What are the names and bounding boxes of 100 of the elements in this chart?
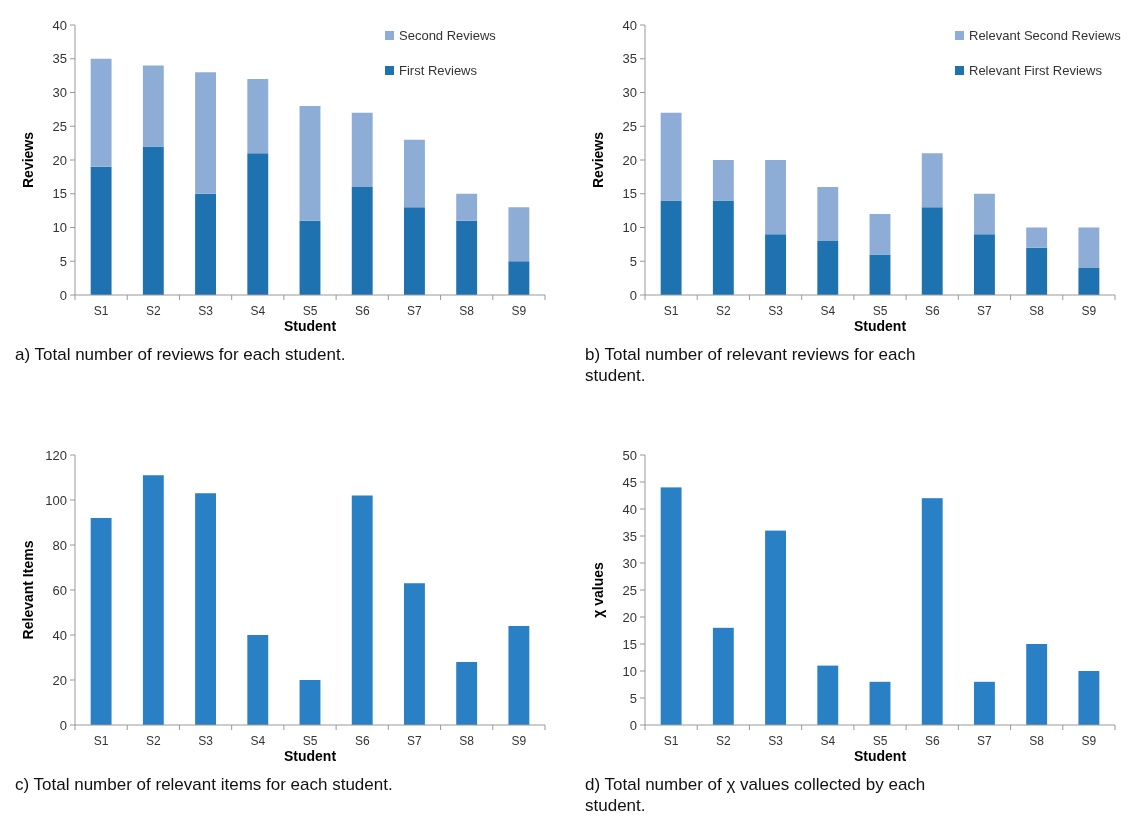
x-tick-label: S3 bbox=[768, 734, 784, 748]
bar bbox=[869, 254, 891, 295]
bar bbox=[508, 626, 530, 725]
bar bbox=[974, 234, 995, 295]
bar bbox=[1026, 644, 1048, 725]
legend-label: Second Reviews bbox=[399, 28, 497, 43]
y-tick-label: 15 bbox=[622, 636, 637, 652]
bar bbox=[1026, 227, 1048, 248]
bar bbox=[90, 518, 112, 725]
bar bbox=[1078, 268, 1100, 295]
bar bbox=[456, 220, 478, 295]
x-tick-label: S5 bbox=[872, 734, 888, 748]
bar bbox=[1078, 227, 1100, 268]
bar bbox=[456, 193, 478, 221]
x-tick-label: S3 bbox=[198, 734, 214, 748]
bar bbox=[404, 139, 425, 208]
x-tick-label: S6 bbox=[354, 304, 370, 318]
x-tick-label: S9 bbox=[1081, 304, 1097, 318]
bar bbox=[712, 160, 734, 201]
bar bbox=[299, 220, 321, 295]
y-tick-label: 10 bbox=[622, 663, 637, 679]
x-tick-label: S1 bbox=[663, 734, 679, 748]
bar bbox=[660, 112, 682, 201]
bar bbox=[712, 200, 734, 295]
x-tick-label: S6 bbox=[924, 304, 940, 318]
bar bbox=[921, 498, 943, 725]
y-tick-label: 60 bbox=[52, 582, 67, 598]
x-axis-title: Student bbox=[853, 748, 907, 764]
x-tick-label: S9 bbox=[511, 304, 527, 318]
bar bbox=[90, 166, 112, 295]
x-tick-label: S3 bbox=[768, 304, 784, 318]
y-tick-label: 20 bbox=[52, 672, 67, 688]
y-tick-label: 80 bbox=[52, 537, 67, 553]
y-tick-label: 0 bbox=[629, 717, 637, 733]
y-tick-label: 100 bbox=[45, 492, 67, 508]
bar bbox=[660, 487, 682, 725]
bar bbox=[660, 200, 682, 295]
x-tick-label: S1 bbox=[93, 304, 109, 318]
y-tick-label: 0 bbox=[629, 287, 637, 303]
bar bbox=[351, 187, 373, 295]
x-tick-label: S4 bbox=[820, 734, 836, 748]
y-tick-label: 15 bbox=[52, 186, 67, 202]
x-tick-label: S2 bbox=[715, 734, 731, 748]
x-tick-label: S8 bbox=[1029, 734, 1045, 748]
x-tick-label: S9 bbox=[1081, 734, 1097, 748]
x-tick-label: S6 bbox=[924, 734, 940, 748]
y-tick-label: 35 bbox=[52, 51, 67, 67]
y-tick-label: 40 bbox=[52, 627, 67, 643]
bar bbox=[765, 530, 786, 725]
bar bbox=[1026, 247, 1048, 295]
y-tick-label: 30 bbox=[622, 555, 637, 571]
x-tick-label: S2 bbox=[715, 304, 731, 318]
text: c) Total number of relevant items for each student. bbox=[15, 775, 393, 794]
x-tick-label: S4 bbox=[820, 304, 836, 318]
y-tick-label: 35 bbox=[622, 51, 637, 67]
bar bbox=[974, 193, 995, 235]
legend-label: First Reviews bbox=[399, 63, 478, 78]
bar bbox=[1078, 671, 1100, 725]
x-tick-label: S7 bbox=[977, 734, 993, 748]
bar bbox=[456, 662, 478, 725]
x-tick-label: S1 bbox=[663, 304, 679, 318]
text: d) Total number of χ values collected by each student. bbox=[585, 775, 926, 815]
x-tick-label: S8 bbox=[1029, 304, 1045, 318]
y-tick-label: 20 bbox=[52, 152, 67, 168]
bar bbox=[712, 627, 734, 725]
y-tick-label: 5 bbox=[629, 253, 637, 269]
x-tick-label: S1 bbox=[93, 734, 109, 748]
y-tick-label: 45 bbox=[622, 474, 637, 490]
bar bbox=[869, 214, 891, 255]
bar bbox=[817, 241, 839, 295]
x-tick-label: S4 bbox=[250, 304, 266, 318]
text: a) Total number of reviews for each student. bbox=[15, 345, 346, 364]
x-tick-label: S7 bbox=[407, 734, 423, 748]
y-tick-label: 40 bbox=[52, 17, 67, 33]
y-tick-label: 0 bbox=[59, 287, 67, 303]
text: b) Total number of relevant reviews for each student. bbox=[585, 345, 916, 385]
y-axis-title: Reviews bbox=[590, 131, 606, 189]
bar bbox=[195, 493, 216, 725]
bar bbox=[508, 207, 530, 262]
bar bbox=[921, 153, 943, 208]
x-tick-label: S5 bbox=[302, 734, 318, 748]
y-tick-label: 25 bbox=[622, 582, 637, 598]
bar bbox=[247, 635, 269, 725]
y-tick-label: 30 bbox=[52, 85, 67, 101]
bar bbox=[299, 680, 321, 725]
bar bbox=[404, 583, 425, 725]
y-tick-label: 50 bbox=[622, 447, 637, 463]
x-tick-label: S2 bbox=[145, 304, 161, 318]
x-tick-label: S5 bbox=[302, 304, 318, 318]
legend-label: Relevant First Reviews bbox=[969, 63, 1103, 78]
x-tick-label: S8 bbox=[459, 304, 475, 318]
bar bbox=[765, 160, 786, 235]
y-tick-label: 20 bbox=[622, 152, 637, 168]
bar bbox=[817, 665, 839, 725]
x-axis-title: Student bbox=[853, 318, 907, 334]
y-tick-label: 30 bbox=[622, 85, 637, 101]
bar bbox=[142, 146, 164, 295]
y-tick-label: 40 bbox=[622, 501, 637, 517]
y-tick-label: 5 bbox=[59, 253, 67, 269]
bar bbox=[247, 153, 269, 295]
